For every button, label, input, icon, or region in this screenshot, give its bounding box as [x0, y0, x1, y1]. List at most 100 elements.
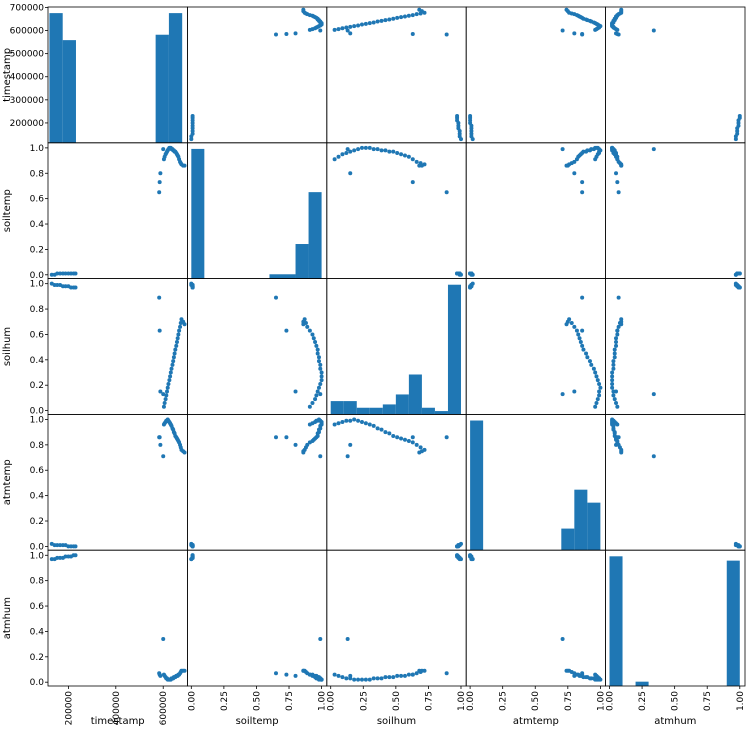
scatter-point [375, 426, 380, 431]
y-tick-label: 0.0 [30, 678, 45, 688]
cell-frame [47, 142, 188, 280]
scatter-point [314, 343, 319, 348]
scatter-point [352, 24, 357, 29]
scatter-point [572, 171, 577, 176]
scatter-point [574, 328, 579, 333]
scatter-point [190, 131, 195, 136]
scatter-point [614, 343, 619, 348]
histogram-bar [155, 34, 169, 143]
cell-frame [186, 549, 328, 687]
scatter-point [614, 171, 619, 176]
x-tick-label: 0.75 [424, 691, 434, 711]
scatter-point [190, 285, 195, 290]
scatter-point [598, 385, 603, 390]
y-tick-label: 0.8 [30, 577, 45, 587]
cell-frame [326, 549, 467, 687]
x-tick-label: 0.25 [499, 691, 509, 711]
scatter-point [367, 145, 372, 150]
histogram-bar [587, 502, 601, 551]
y-tick-label: 0.6 [30, 466, 45, 476]
scatter-point [615, 180, 620, 185]
scatter-point [619, 163, 624, 168]
scatter-point [169, 366, 174, 371]
scatter-point [611, 393, 616, 398]
cell-frame [605, 6, 746, 144]
scatter-point [383, 675, 388, 680]
scatter-point [293, 442, 298, 447]
scatter-point [610, 385, 615, 390]
scatter-point [594, 374, 599, 379]
x-tick-label: 600000 [159, 691, 169, 726]
scatter-point [371, 20, 376, 25]
y-tick-label: 0.4 [30, 492, 45, 502]
scatter-point [379, 427, 384, 432]
scatter-point [164, 393, 169, 398]
histogram-bar [609, 556, 623, 686]
scatter-point [189, 137, 194, 142]
scatter-point [402, 153, 407, 158]
scatter-point [318, 381, 323, 386]
y-tick-label: 0.6 [30, 602, 45, 612]
scatter-point [406, 13, 411, 18]
scatter-point [580, 328, 585, 333]
cell-frame [465, 278, 607, 415]
scatter-point [406, 672, 411, 677]
scatter-point [332, 672, 337, 677]
scatter-point [367, 21, 372, 26]
scatter-point [371, 147, 376, 152]
scatter-point [163, 397, 168, 402]
scatter-point [356, 418, 361, 423]
scatter-point [395, 15, 400, 20]
scatter-point [651, 392, 656, 397]
scatter-point [455, 114, 460, 119]
scatter-point [336, 154, 341, 159]
scatter-point [580, 343, 585, 348]
scatter-point [318, 362, 323, 367]
scatter-point [158, 171, 163, 176]
scatter-point [572, 31, 577, 36]
y-tick-label: 0.8 [30, 441, 45, 451]
scatter-point [737, 544, 742, 549]
scatter-point [293, 389, 298, 394]
scatter-point [345, 454, 350, 459]
scatter-point [190, 544, 195, 549]
scatter-point [307, 440, 312, 445]
histogram-bar [574, 489, 588, 551]
scatter-point [63, 284, 68, 289]
scatter-point [359, 22, 364, 27]
y-tick-label: 1.0 [30, 280, 45, 290]
scatter-point [157, 180, 162, 185]
scatter-point [379, 18, 384, 23]
scatter-point [399, 673, 404, 678]
y-axis-label: atmtemp [2, 459, 13, 505]
scatter-point [318, 392, 323, 397]
scatter-point [363, 677, 368, 682]
x-tick-label: 0.50 [531, 691, 541, 711]
scatter-point [585, 355, 590, 360]
scatter-point [190, 123, 195, 128]
x-tick-label: 200000 [64, 691, 74, 726]
scatter-point [414, 12, 419, 17]
scatter-point [340, 675, 345, 680]
scatter-point [344, 25, 349, 30]
scatter-point [564, 668, 569, 673]
scatter-point [560, 28, 565, 33]
scatter-point [737, 114, 742, 119]
scatter-point [591, 366, 596, 371]
scatter-point [577, 336, 582, 341]
scatter-point [352, 148, 357, 153]
y-tick-label: 0.4 [30, 627, 45, 637]
cell-frame [326, 413, 467, 551]
scatter-point [58, 555, 63, 560]
y-tick-label: 0.8 [30, 169, 45, 179]
scatter-point [284, 328, 289, 333]
scatter-point [301, 450, 306, 455]
y-tick-label: 200000 [10, 119, 45, 129]
scatter-point [468, 114, 473, 119]
cell-frame [605, 142, 746, 280]
cell-frame [605, 413, 746, 551]
y-axis-label: soiltemp [2, 189, 13, 232]
scatter-point [733, 137, 738, 142]
scatter-point [340, 420, 345, 425]
scatter-point [611, 389, 616, 394]
